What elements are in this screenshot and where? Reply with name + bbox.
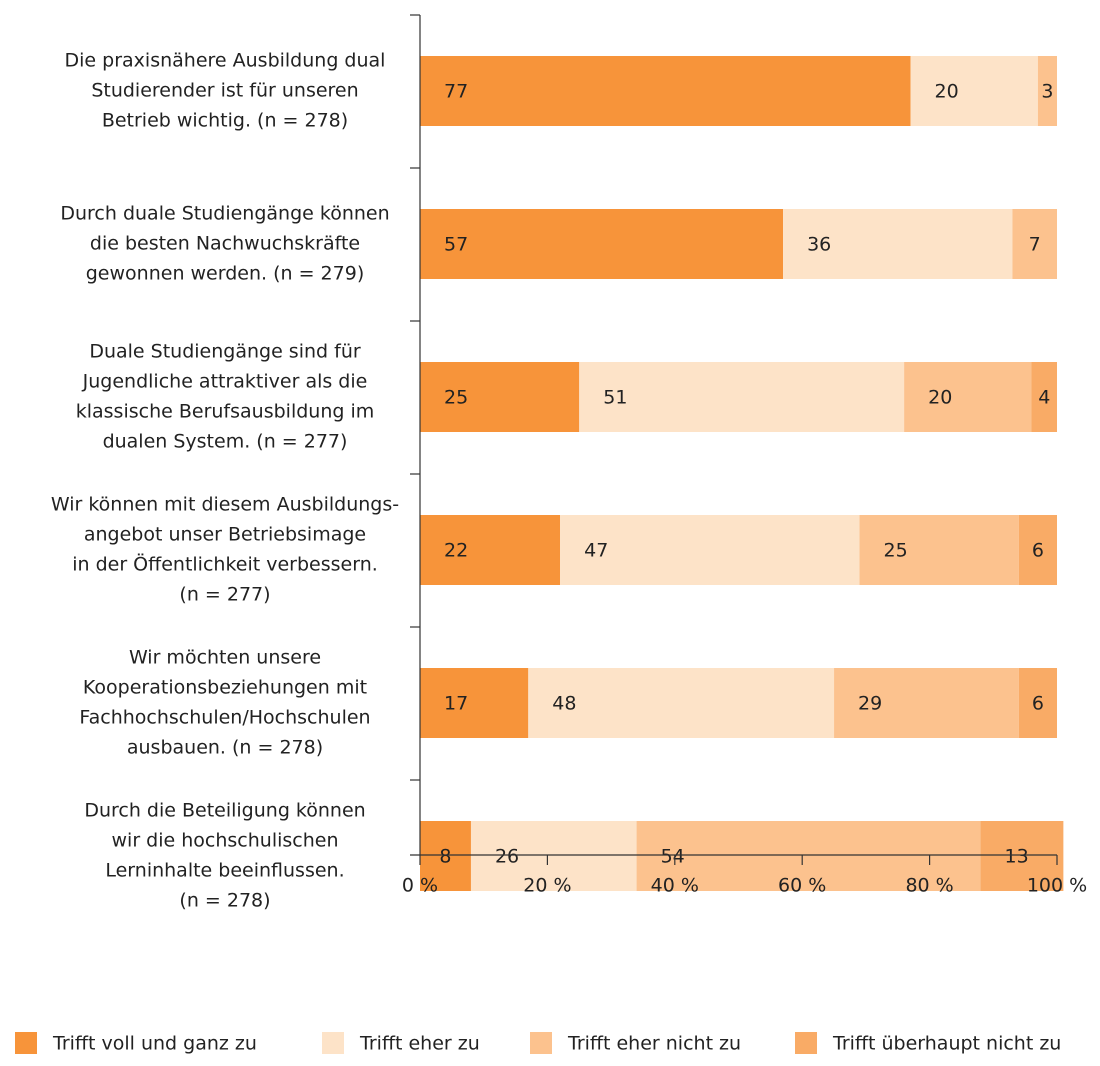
- bar-segment: [470, 821, 637, 891]
- value-label: 22: [444, 540, 468, 562]
- value-label: 57: [444, 234, 468, 256]
- x-tick-label: 60 %: [778, 875, 826, 897]
- bar-segment: [420, 515, 561, 585]
- category-label: Fachhochschulen/Hochschulen: [79, 707, 370, 729]
- category-label: gewonnen werden. (n = 279): [86, 263, 364, 285]
- value-label: 8: [439, 846, 451, 868]
- value-label: 48: [552, 693, 576, 715]
- value-label: 6: [1032, 540, 1044, 562]
- x-tick-label: 40 %: [651, 875, 699, 897]
- bar-segment: [834, 668, 1019, 738]
- value-label: 7: [1029, 234, 1041, 256]
- category-label: die besten Nachwuchskräfte: [90, 233, 360, 255]
- bar-segment: [783, 209, 1013, 279]
- bar-segment: [1031, 362, 1057, 432]
- category-label: Wir möchten unsere: [129, 647, 321, 669]
- category-label: Jugendliche attraktiver als die: [82, 371, 368, 393]
- category-label: Duale Studiengänge sind für: [89, 341, 361, 363]
- bar-segment: [420, 362, 580, 432]
- bar-segment: [560, 515, 860, 585]
- value-label: 25: [444, 387, 468, 409]
- bar-segment: [420, 821, 471, 891]
- bar-segment: [420, 209, 784, 279]
- value-label: 54: [661, 846, 685, 868]
- bar-segment: [904, 362, 1032, 432]
- category-label: dualen System. (n = 277): [103, 431, 348, 453]
- category-label: Wir können mit diesem Ausbildungs-: [51, 494, 399, 516]
- bar-segment: [579, 362, 905, 432]
- legend-swatch: [322, 1032, 344, 1054]
- bar-segment: [1012, 209, 1057, 279]
- bar-segment: [420, 668, 529, 738]
- bar-segment: [636, 821, 981, 891]
- legend-label: Trifft voll und ganz zu: [52, 1033, 257, 1055]
- category-label: klassische Berufsausbildung im: [76, 401, 375, 423]
- bar-segment: [910, 56, 1038, 126]
- bar-segment: [1018, 515, 1057, 585]
- bar-segment: [859, 515, 1019, 585]
- x-tick-label: 0 %: [402, 875, 438, 897]
- value-label: 26: [495, 846, 519, 868]
- value-label: 13: [1005, 846, 1029, 868]
- legend-swatch: [795, 1032, 817, 1054]
- legend-label: Trifft eher nicht zu: [567, 1033, 741, 1055]
- value-label: 47: [584, 540, 608, 562]
- value-label: 51: [603, 387, 627, 409]
- category-label: Studierender ist für unseren: [91, 80, 358, 102]
- legend-swatch: [15, 1032, 37, 1054]
- bar-segment: [980, 821, 1064, 891]
- legend-label: Trifft überhaupt nicht zu: [832, 1033, 1061, 1055]
- bar-segment: [420, 56, 911, 126]
- bar-segment: [528, 668, 835, 738]
- x-tick-label: 100 %: [1027, 875, 1087, 897]
- value-label: 20: [928, 387, 952, 409]
- value-label: 20: [934, 81, 958, 103]
- x-tick-label: 80 %: [905, 875, 953, 897]
- value-label: 3: [1041, 81, 1053, 103]
- category-label: wir die hochschulischen: [112, 830, 339, 852]
- category-label: Betrieb wichtig. (n = 278): [102, 110, 348, 132]
- value-label: 4: [1038, 387, 1050, 409]
- category-label: Die praxisnähere Ausbildung dual: [65, 50, 386, 72]
- value-label: 17: [444, 693, 468, 715]
- value-label: 25: [884, 540, 908, 562]
- category-label: Kooperationsbeziehungen mit: [83, 677, 367, 699]
- category-label: angebot unser Betriebsimage: [84, 524, 366, 546]
- category-label: Durch duale Studiengänge können: [60, 203, 389, 225]
- legend-swatch: [530, 1032, 552, 1054]
- value-label: 29: [858, 693, 882, 715]
- bar-segment: [1018, 668, 1057, 738]
- x-tick-label: 20 %: [523, 875, 571, 897]
- category-label: ausbauen. (n = 278): [127, 737, 323, 759]
- category-label: (n = 277): [179, 584, 270, 606]
- category-label: in der Öffentlichkeit verbessern.: [72, 553, 378, 576]
- value-label: 77: [444, 81, 468, 103]
- value-label: 36: [807, 234, 831, 256]
- category-label: (n = 278): [179, 890, 270, 912]
- legend-label: Trifft eher zu: [359, 1033, 480, 1055]
- bar-segment: [1037, 56, 1057, 126]
- category-label: Durch die Beteiligung können: [84, 800, 365, 822]
- value-label: 6: [1032, 693, 1044, 715]
- category-label: Lerninhalte beeinflussen.: [105, 860, 344, 882]
